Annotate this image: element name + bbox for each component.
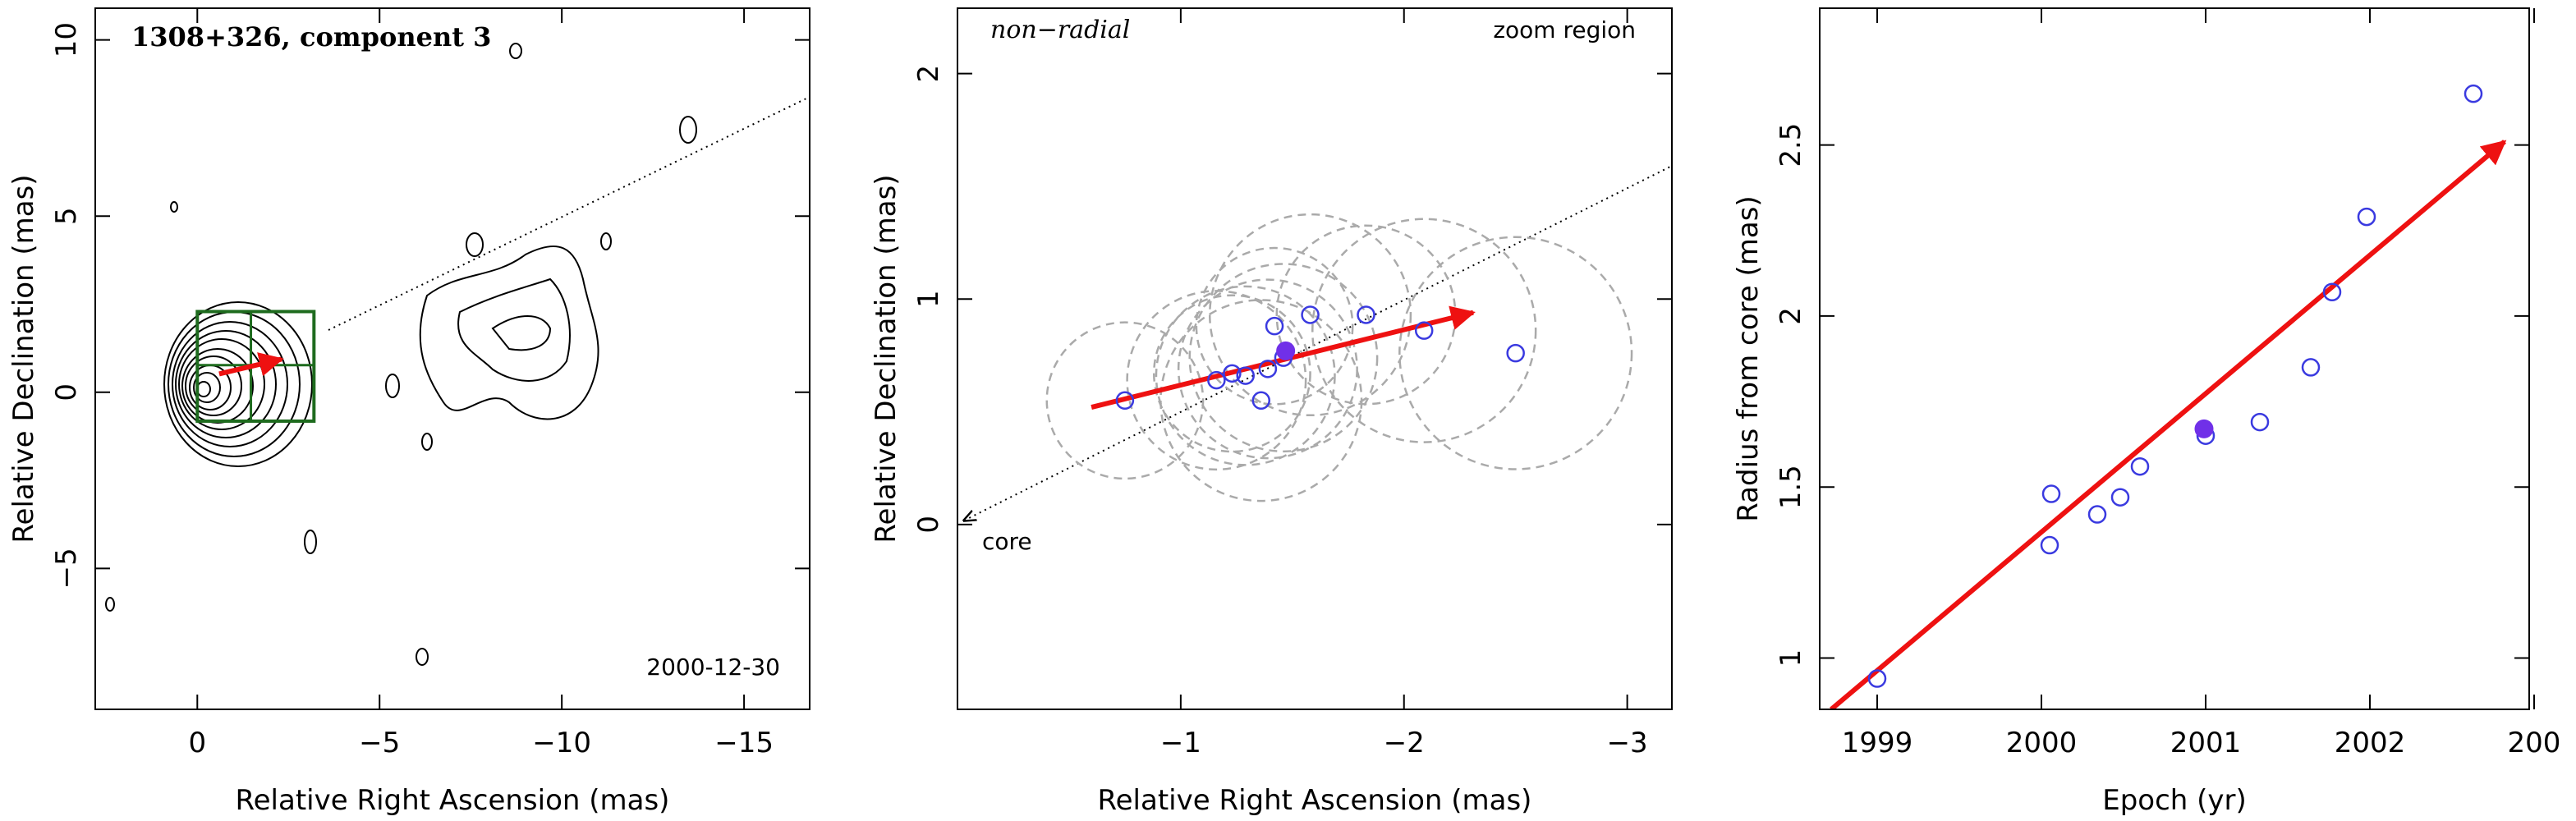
direction-line: [328, 96, 810, 331]
point: [2464, 84, 2483, 103]
point: [2040, 535, 2059, 555]
point: [1258, 360, 1278, 378]
frame: [957, 7, 1673, 710]
point: [2250, 412, 2270, 432]
date-label: 2000-12-30: [646, 654, 780, 681]
x-tick-label: 2002: [2335, 727, 2406, 759]
point: [2357, 207, 2376, 227]
x-tick-label: 0: [188, 727, 206, 759]
highlight-point: [2194, 419, 2214, 438]
direction-line: [964, 165, 1673, 521]
component-size: [1177, 278, 1358, 460]
x-tick-label: 200: [2508, 727, 2561, 759]
point: [1301, 305, 1320, 324]
component-size: [1153, 294, 1311, 453]
core-label: core: [982, 528, 1032, 555]
y-axis-label: Relative Declination (mas): [7, 174, 40, 543]
point: [1506, 343, 1525, 363]
y-tick-label: 5: [50, 207, 83, 225]
x-axis-label: Epoch (yr): [2102, 784, 2247, 817]
point: [2130, 456, 2150, 476]
zoom-label: zoom region: [1493, 16, 1636, 44]
component-size: [1195, 246, 1354, 406]
y-tick-label: 1: [912, 290, 945, 308]
x-tick-label: −10: [532, 727, 591, 759]
fit-arrow: [218, 352, 284, 377]
point: [2301, 358, 2321, 377]
point: [1207, 370, 1226, 390]
component-size: [1275, 224, 1457, 406]
point: [2087, 505, 2107, 524]
x-tick-label: −5: [359, 727, 400, 759]
y-axis-label: Radius from core (mas): [1732, 195, 1765, 521]
y-tick-label: 2: [1775, 307, 1807, 325]
point: [2041, 484, 2061, 503]
x-tick-label: −1: [1160, 727, 1201, 759]
y-tick-label: 10: [50, 22, 83, 57]
contours: [105, 43, 697, 666]
fit-arrow: [1830, 140, 2507, 709]
y-axis-label: Relative Declination (mas): [870, 174, 902, 543]
point: [1251, 391, 1270, 410]
y-tick-label: −5: [50, 548, 83, 589]
zoom-box: [195, 310, 316, 423]
component-size: [1159, 299, 1363, 502]
y-tick-label: 2.5: [1775, 123, 1807, 167]
component-size: [1045, 321, 1205, 480]
component-size: [1208, 213, 1412, 417]
y-tick-label: 0: [912, 516, 945, 534]
y-tick-label: 2: [912, 65, 945, 83]
x-tick-label: −2: [1384, 727, 1425, 759]
plot-area: [1045, 213, 1633, 502]
x-tick-label: 2001: [2170, 727, 2242, 759]
fit-arrow: [1091, 305, 1476, 410]
component-size: [1155, 285, 1336, 466]
point: [1357, 305, 1375, 324]
point: [1223, 364, 1242, 383]
point: [1115, 391, 1135, 410]
x-axis-label: Relative Right Ascension (mas): [236, 784, 670, 817]
point: [2322, 282, 2342, 302]
chart-title: 1308+326, component 3: [131, 21, 491, 53]
point: [1265, 316, 1284, 336]
plot-area: [195, 310, 316, 423]
x-tick-label: −15: [714, 727, 774, 759]
x-tick-label: 2000: [2006, 727, 2078, 759]
component-size: [1311, 218, 1537, 443]
point: [1414, 321, 1434, 340]
point: [1236, 366, 1255, 385]
x-axis-label: Relative Right Ascension (mas): [1098, 784, 1532, 817]
plot-area: [1830, 84, 2507, 709]
point: [1867, 669, 1887, 688]
panel-title: non−radial: [990, 16, 1130, 44]
frame: [94, 7, 810, 710]
x-tick-label: −3: [1607, 727, 1648, 759]
highlight-point: [1276, 341, 1296, 360]
component-size: [1188, 263, 1379, 453]
point: [2110, 488, 2130, 507]
y-tick-label: 0: [50, 383, 83, 401]
frame: [1819, 7, 2530, 710]
y-tick-label: 1: [1775, 649, 1807, 667]
y-tick-label: 1.5: [1775, 465, 1807, 509]
x-tick-label: 1999: [1842, 727, 1913, 759]
component-size: [1398, 236, 1633, 470]
